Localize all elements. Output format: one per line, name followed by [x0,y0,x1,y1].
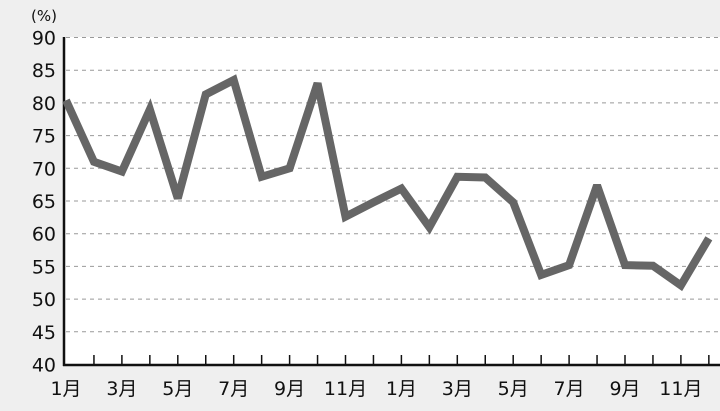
x-tick-label: 5月 [498,378,529,400]
x-tick-label: 1月 [50,378,81,400]
y-tick-label: 75 [32,126,56,148]
y-tick-label: 55 [32,256,56,278]
y-tick-label: 80 [32,93,56,115]
x-tick-label: 5月 [162,378,193,400]
y-tick-label: 50 [32,289,56,311]
x-tick-label: 9月 [274,378,305,400]
y-tick-label: 45 [32,322,56,344]
y-axis-unit: (%) [31,7,57,25]
x-tick-label: 11月 [324,378,367,400]
y-tick-label: 60 [32,224,56,246]
x-tick-label: 3月 [442,378,473,400]
x-tick-label: 9月 [609,378,640,400]
y-tick-label: 70 [32,158,56,180]
x-tick-label: 3月 [106,378,137,400]
x-tick-label: 7月 [554,378,585,400]
y-tick-label: 40 [32,355,56,377]
y-tick-label: 65 [32,191,56,213]
x-tick-label: 11月 [659,378,702,400]
y-tick-label: 90 [32,28,56,50]
x-tick-label: 7月 [218,378,249,400]
x-tick-label: 1月 [386,378,417,400]
series-line [62,74,713,292]
y-tick-label: 85 [32,60,56,82]
